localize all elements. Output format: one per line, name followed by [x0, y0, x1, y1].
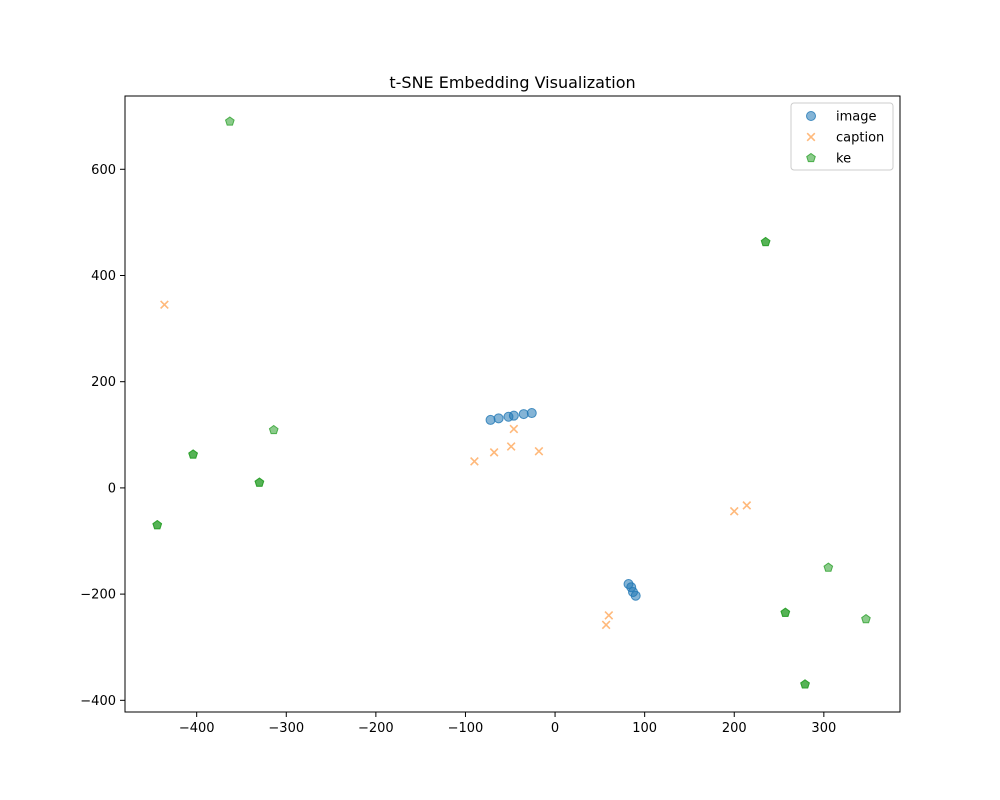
ke-point	[823, 562, 834, 572]
ke-point	[152, 519, 163, 530]
ke-point	[188, 449, 198, 459]
caption-point	[729, 506, 739, 516]
caption-point	[601, 620, 611, 630]
ke-point	[760, 236, 771, 247]
legend-label-caption: caption	[836, 131, 884, 146]
chart-title: t-SNE Embedding Visualization	[389, 73, 635, 92]
y-tick-label: 200	[91, 375, 116, 390]
ke-point	[780, 607, 791, 617]
caption-point	[534, 446, 544, 456]
image-point	[526, 408, 537, 419]
ke-point	[224, 116, 235, 126]
caption-point	[509, 424, 519, 434]
legend-marker-ke	[806, 152, 816, 163]
legend-label-image: image	[836, 110, 877, 125]
legend-label-ke: ke	[836, 152, 851, 167]
series-ke	[152, 116, 871, 689]
axis-ticks: −400 −300 −200 −100 0 100 200 300 −400 −200 0 200 40…	[80, 163, 836, 736]
ke-point	[861, 613, 871, 624]
x-tick-label: 200	[722, 721, 747, 736]
caption-point	[604, 610, 614, 620]
y-tick-label: −200	[80, 588, 116, 603]
data-points	[152, 116, 871, 689]
series-caption	[160, 300, 752, 630]
x-tick-label: −400	[179, 721, 215, 736]
y-tick-label: 600	[91, 163, 116, 178]
x-tick-label: −300	[268, 721, 304, 736]
image-point	[485, 414, 496, 425]
y-tick-label: −400	[80, 694, 116, 709]
ke-point	[254, 477, 265, 487]
x-tick-label: 100	[632, 721, 657, 736]
image-point	[518, 409, 529, 420]
legend-marker-image	[806, 111, 816, 121]
image-point	[493, 413, 504, 424]
image-point	[630, 590, 641, 601]
caption-point	[506, 442, 516, 451]
legend: image caption ke	[790, 102, 894, 171]
series-image	[485, 408, 641, 601]
y-tick-label: 400	[91, 269, 116, 284]
caption-point	[742, 501, 752, 510]
x-tick-label: −100	[448, 721, 484, 736]
caption-point	[489, 447, 499, 457]
ke-point	[268, 424, 279, 435]
x-tick-label: 0	[551, 721, 559, 736]
image-point	[508, 410, 519, 421]
ke-point	[800, 679, 810, 689]
y-tick-label: 0	[108, 481, 116, 496]
legend-marker-caption	[806, 132, 816, 142]
x-tick-label: 300	[811, 721, 836, 736]
x-tick-label: −200	[358, 721, 394, 736]
caption-point	[470, 456, 479, 466]
legend-box	[790, 102, 894, 171]
caption-point	[160, 300, 169, 310]
plot-frame	[124, 95, 901, 713]
